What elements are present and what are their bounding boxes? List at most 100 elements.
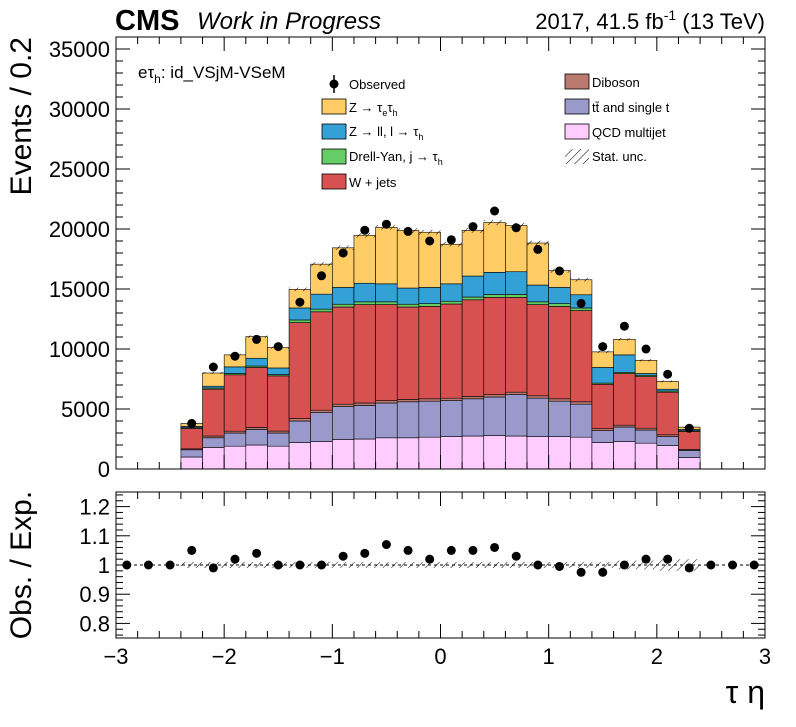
observed-point-9 [317,271,327,281]
x-tick-label-1: −2 [212,644,237,669]
bar-qcd-multijet-18 [569,436,593,470]
main-x-axis [115,37,766,469]
observed-point-17 [490,206,500,216]
bar-qcd-multijet-6 [310,441,333,470]
legend-diboson-swatch [564,73,590,90]
bar-tt-and-single-t-23 [678,450,701,458]
bar-qcd-multijet-14 [483,435,506,470]
stat-unc-ratio-10 [397,562,419,568]
bar-w-jets-13 [461,299,485,397]
bar-diboson-14 [483,394,506,398]
bar-z-ll-l-h-5 [288,307,312,321]
luminosity-label: 2017, 41.5 fb-1 (13 TeV) [535,7,765,34]
bar-diboson-6 [310,409,333,413]
stat-unc-ratio-0 [180,562,203,568]
observed-point-20 [554,266,564,276]
legend-wjets: W + jets [321,173,397,190]
bar-w-jets-5 [288,322,312,419]
stat-unc-main-5 [289,287,311,292]
bar-tt-and-single-t-18 [569,403,593,438]
legend-observed-label: Observed [349,77,405,92]
observed-point-6 [252,334,262,344]
legend-qcd: QCD multijet [564,123,666,140]
bar-tt-and-single-t-14 [483,396,506,436]
bar-tt-and-single-t-1 [202,437,225,448]
bar-drell-yan-j-h-7 [332,303,355,308]
bar-z-e-h-10 [396,230,420,289]
bar-z-e-h-9 [375,227,398,285]
bar-w-jets-7 [332,306,355,405]
main-y-tick-label-25000: 25000 [49,157,110,182]
bar-diboson-10 [396,399,420,403]
main-y-tick-label-15000: 15000 [49,277,110,302]
bar-z-ll-l-h-4 [267,367,290,375]
bar-w-jets-9 [375,304,398,401]
observed-point-13 [403,226,413,236]
observed-points [187,206,694,433]
bar-w-jets-11 [418,306,441,400]
ratio-point-12 [381,540,391,550]
x-tick-label-5: 2 [651,644,663,669]
bar-diboson-9 [375,400,398,404]
main-y-axis: 0 5000 10000 15000 20000 25000 30000 35000 [49,36,765,482]
stat-unc-ratio-18 [570,562,592,568]
bar-qcd-multijet-22 [656,445,679,470]
ratio-point-11 [360,548,370,558]
legend-stat-unc-label: Stat. unc. [592,149,647,164]
ratio-point-9 [317,560,327,570]
ratio-point-8 [295,560,305,570]
ratio-point-27 [706,560,716,570]
ratio-point-4 [208,563,218,573]
bar-tt-and-single-t-10 [396,401,420,439]
x-tick-label-2: −1 [320,644,345,669]
legend-zll: Z → ll, l → τh [321,123,423,142]
ratio-point-28 [728,560,738,570]
bar-diboson-18 [569,401,593,405]
bar-w-jets-16 [526,304,549,397]
bar-z-ll-l-h-10 [396,287,420,305]
bar-w-jets-17 [548,306,571,400]
legend-diboson-label: Diboson [592,75,640,90]
bar-diboson-7 [332,403,355,407]
bar-w-jets-18 [569,310,593,403]
observed-point-8 [295,297,305,307]
observed-point-4 [208,362,218,372]
bar-tt-and-single-t-12 [440,400,463,437]
stat-unc-main-20 [613,337,636,341]
ratio-point-10 [338,551,348,561]
bar-z-ll-l-h-7 [332,287,355,305]
main-y-tick-label-5000: 5000 [61,397,110,422]
bar-drell-yan-j-h-6 [310,308,333,313]
bar-z-ll-l-h-6 [310,293,333,310]
cms-label: CMS [115,5,179,37]
observed-point-21 [576,298,586,308]
bar-w-jets-19 [591,383,614,429]
bar-z-e-h-20 [613,338,636,356]
legend-ttbar: tt̄ and single t [564,98,670,115]
bar-tt-and-single-t-15 [505,394,528,437]
bar-qcd-multijet-0 [180,456,203,470]
legend-observed: Observed [329,75,405,93]
bar-diboson-5 [288,418,312,422]
bar-qcd-multijet-13 [461,435,485,470]
bar-w-jets-15 [505,297,528,393]
ratio-point-17 [490,542,500,552]
stat-unc-ratio-12 [440,562,463,568]
observed-point-14 [425,236,435,246]
ratio-y-axis-label: Obs. / Exp. [5,491,38,639]
bar-tt-and-single-t-11 [418,400,441,438]
x-tick-label-0: −3 [103,644,128,669]
stat-unc-main-14 [483,220,506,225]
bar-z-e-h-22 [656,381,679,390]
bar-tt-and-single-t-17 [548,400,571,437]
stat-unc-main-11 [418,229,441,235]
ratio-point-24 [641,554,651,564]
bar-z-e-h-15 [505,225,528,273]
observed-point-22 [598,342,608,352]
legend-stat-unc-swatch [565,149,589,164]
bar-w-jets-4 [267,375,290,432]
bar-tt-and-single-t-19 [591,430,614,443]
ratio-point-13 [403,545,413,555]
x-tick-label-4: 1 [543,644,555,669]
